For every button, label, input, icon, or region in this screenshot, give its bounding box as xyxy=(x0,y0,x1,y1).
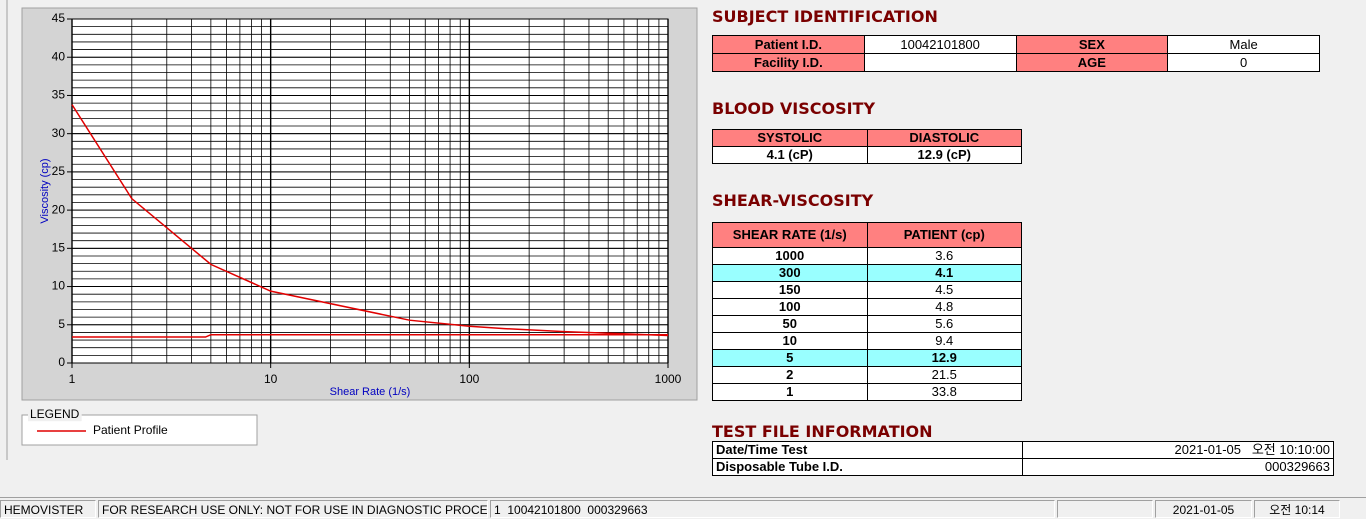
table-row: 1 33.8 xyxy=(712,383,1022,401)
table-cell: Patient I.D. xyxy=(712,35,865,54)
table-cell: SHEAR RATE (1/s) xyxy=(712,222,868,248)
status-panel: 2021-01-05 xyxy=(1155,500,1252,518)
table-cell: Facility I.D. xyxy=(712,53,865,72)
status-panel: 오전 10:14 xyxy=(1254,500,1340,518)
table-cell: Male xyxy=(1167,35,1320,54)
table-cell: 12.9 xyxy=(866,349,1022,367)
data-line xyxy=(71,104,669,337)
table-cell: 5.6 xyxy=(866,315,1022,333)
table-cell: 4.1 xyxy=(866,264,1022,282)
table-cell: 4.1 (cP) xyxy=(712,146,868,164)
x-axis-label: Shear Rate (1/s) xyxy=(330,386,411,398)
status-panel: 1 10042101800 000329663 xyxy=(490,500,1055,518)
y-tick-label: 5 xyxy=(58,317,65,331)
table-cell: 1000 xyxy=(712,247,868,265)
table-row: 150 4.5 xyxy=(712,281,1022,299)
y-tick-label: 0 xyxy=(58,355,65,369)
table-cell: 4.8 xyxy=(866,298,1022,316)
y-tick-label: 45 xyxy=(52,11,66,25)
y-tick-label: 40 xyxy=(52,49,66,63)
x-tick-label: 1 xyxy=(69,372,76,386)
table-cell xyxy=(863,53,1017,72)
table-cell: 12.9 (cP) xyxy=(866,146,1022,164)
x-tick-label: 100 xyxy=(459,372,479,386)
y-axis-label: Viscosity (cp) xyxy=(39,158,51,223)
y-tick-label: 10 xyxy=(52,279,66,293)
y-tick-label: 35 xyxy=(52,88,66,102)
blood-viscosity-table: SYSTOLIC DIASTOLIC 4.1 (cP) 12.9 (cP) xyxy=(712,129,1022,164)
y-tick-label: 30 xyxy=(52,126,66,140)
table-cell: 0 xyxy=(1167,53,1320,72)
table-cell: 2 xyxy=(712,366,868,384)
table-cell: Disposable Tube I.D. xyxy=(712,458,1023,476)
table-cell: 5 xyxy=(712,349,868,367)
table-cell: Date/Time Test xyxy=(712,441,1023,459)
section-title: SHEAR-VISCOSITY xyxy=(712,191,874,210)
table-row: 5 12.9 xyxy=(712,349,1022,367)
status-bar: HEMOVISTER FOR RESEARCH USE ONLY: NOT FOR… xyxy=(0,497,1366,519)
table-cell: 1 xyxy=(712,383,868,401)
shear-viscosity-table: SHEAR RATE (1/s) PATIENT (cp) 1000 3.6 300 4.… xyxy=(712,222,1022,401)
table-row: Facility I.D. AGE 0 xyxy=(712,53,1320,72)
legend-title-bg xyxy=(28,407,82,422)
table-cell: 9.4 xyxy=(866,332,1022,350)
table-cell: SYSTOLIC xyxy=(712,129,868,147)
y-tick-label: 20 xyxy=(52,202,66,216)
section-title: BLOOD VISCOSITY xyxy=(712,99,876,118)
table-cell: 000329663 xyxy=(1022,458,1334,476)
table-row: 4.1 (cP) 12.9 (cP) xyxy=(712,146,1022,164)
test-file-table: Date/Time Test 2021-01-05 오전 10:10:00 Disp… xyxy=(712,441,1334,476)
table-cell: 21.5 xyxy=(866,366,1022,384)
table-cell: DIASTOLIC xyxy=(866,129,1022,147)
table-row: Disposable Tube I.D. 000329663 xyxy=(712,458,1334,476)
table-cell: 50 xyxy=(712,315,868,333)
table-row: Patient I.D. 10042101800 SEX Male xyxy=(712,35,1320,54)
section-title: SUBJECT IDENTIFICATION xyxy=(712,7,938,26)
table-cell: 10 xyxy=(712,332,868,350)
plot-area xyxy=(72,19,668,363)
legend-label: Patient Profile xyxy=(93,423,168,437)
y-tick-label: 15 xyxy=(52,241,66,255)
table-row: 2 21.5 xyxy=(712,366,1022,384)
table-cell: AGE xyxy=(1015,53,1169,72)
x-tick-label: 10 xyxy=(264,372,278,386)
table-cell: 2021-01-05 오전 10:10:00 xyxy=(1022,441,1334,459)
table-row: 1000 3.6 xyxy=(712,247,1022,265)
status-panel: FOR RESEARCH USE ONLY: NOT FOR USE IN DI… xyxy=(98,500,488,518)
table-row: Date/Time Test 2021-01-05 오전 10:10:00 xyxy=(712,441,1334,459)
table-cell: 100 xyxy=(712,298,868,316)
table-row: SHEAR RATE (1/s) PATIENT (cp) xyxy=(712,222,1022,248)
chart: 0 5 10 15 20 25 30 35 40 45 1 10 100 1000 Shear Rate (… xyxy=(6,0,698,460)
plot-border xyxy=(71,18,669,364)
x-tick-label: 1000 xyxy=(655,372,682,386)
table-row: 300 4.1 xyxy=(712,264,1022,282)
y-tick-label: 25 xyxy=(52,164,66,178)
table-cell: SEX xyxy=(1015,35,1169,54)
legend-title: LEGEND xyxy=(30,407,80,421)
status-panel: HEMOVISTER xyxy=(0,500,96,518)
table-cell: 4.5 xyxy=(866,281,1022,299)
table-cell: 10042101800 xyxy=(863,35,1017,54)
table-cell: 150 xyxy=(712,281,868,299)
status-panel xyxy=(1057,500,1153,518)
subject-table: Patient I.D. 10042101800 SEX Male Facility I… xyxy=(712,35,1320,72)
table-cell: 3.6 xyxy=(866,247,1022,265)
table-row: 50 5.6 xyxy=(712,315,1022,333)
table-row: SYSTOLIC DIASTOLIC xyxy=(712,129,1022,147)
section-title: TEST FILE INFORMATION xyxy=(712,422,933,441)
table-cell: PATIENT (cp) xyxy=(866,222,1022,248)
table-cell: 33.8 xyxy=(866,383,1022,401)
table-row: 10 9.4 xyxy=(712,332,1022,350)
table-row: 100 4.8 xyxy=(712,298,1022,316)
table-cell: 300 xyxy=(712,264,868,282)
data-line xyxy=(72,333,668,338)
